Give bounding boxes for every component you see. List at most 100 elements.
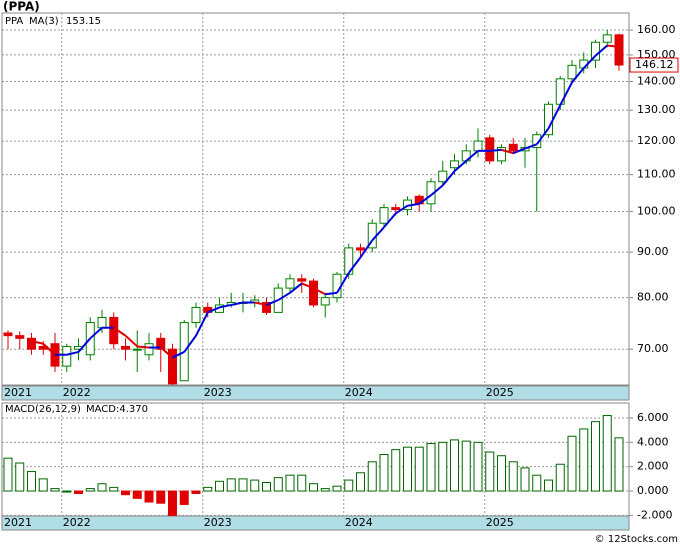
candle-body bbox=[567, 64, 577, 80]
macd-bar bbox=[132, 490, 142, 499]
ma-line bbox=[183, 335, 197, 353]
ma-line bbox=[231, 301, 244, 306]
ma-line bbox=[77, 337, 92, 353]
macd-bar bbox=[438, 441, 448, 492]
candle-body bbox=[132, 348, 142, 351]
macd-value: MACD:4.370 bbox=[86, 404, 148, 415]
candle-body bbox=[532, 134, 542, 149]
macd-bar bbox=[297, 474, 307, 492]
ma-line bbox=[524, 143, 538, 150]
legend-entry: MA(3) bbox=[29, 16, 59, 27]
macd-bar bbox=[520, 467, 530, 492]
macd-bar bbox=[238, 478, 248, 492]
candle-body bbox=[15, 335, 25, 339]
macd-bar bbox=[3, 457, 13, 492]
ma-line bbox=[66, 350, 79, 356]
x-tick-label: 2022 bbox=[63, 386, 91, 399]
candle-body bbox=[497, 147, 506, 162]
ma-line bbox=[266, 299, 279, 306]
macd-bar bbox=[168, 490, 177, 516]
macd-bar bbox=[602, 415, 612, 492]
macd-bar bbox=[567, 435, 577, 492]
macd-bar bbox=[320, 488, 330, 492]
x-tick-label: 2021 bbox=[4, 386, 32, 399]
macd-bar bbox=[27, 471, 36, 492]
date-band bbox=[1, 385, 630, 401]
ma-line bbox=[359, 239, 374, 258]
x-tick-label: 2025 bbox=[486, 386, 514, 399]
x-tick-label: 2022 bbox=[63, 516, 91, 529]
chart-title: (PPA) bbox=[3, 0, 40, 14]
candle-body bbox=[450, 160, 459, 169]
ma-line bbox=[441, 170, 456, 186]
candle-body bbox=[379, 207, 389, 224]
candle-body bbox=[391, 207, 401, 211]
y-tick-label: 80.00 bbox=[637, 291, 669, 304]
candle-body bbox=[191, 306, 201, 324]
ma-line bbox=[430, 184, 444, 196]
ma-line bbox=[31, 340, 44, 345]
ma-line bbox=[547, 104, 562, 129]
macd-bar bbox=[62, 490, 72, 493]
ma-line bbox=[113, 326, 127, 337]
macd-bar bbox=[379, 454, 389, 492]
macd-bar bbox=[273, 477, 283, 492]
macd-bar bbox=[97, 483, 107, 492]
ma-line bbox=[383, 212, 397, 228]
ma-line bbox=[207, 306, 220, 314]
ma-line bbox=[418, 194, 432, 205]
candle-body bbox=[285, 278, 295, 289]
y-tick-label: -2.000 bbox=[637, 508, 672, 521]
ma-line bbox=[160, 346, 174, 359]
macd-bar bbox=[403, 446, 412, 492]
ma-line bbox=[124, 334, 138, 348]
macd-bar bbox=[614, 437, 624, 492]
macd-bar bbox=[262, 482, 271, 492]
ma-line bbox=[583, 54, 597, 69]
macd-bar bbox=[414, 446, 424, 492]
macd-bar bbox=[485, 451, 495, 492]
ma-line bbox=[371, 226, 385, 241]
x-tick-label: 2021 bbox=[4, 516, 32, 529]
price-label: 146.12 bbox=[635, 58, 674, 71]
ma-line bbox=[219, 303, 232, 309]
candle-body bbox=[320, 297, 330, 306]
macd-bar bbox=[367, 461, 377, 492]
x-tick-label: 2024 bbox=[345, 386, 373, 399]
macd-bar bbox=[426, 443, 436, 492]
y-tick-label: 160.00 bbox=[637, 23, 676, 36]
ma-line bbox=[512, 147, 526, 155]
ma-line bbox=[313, 287, 326, 296]
candle-body bbox=[508, 143, 518, 152]
macd-bar bbox=[74, 490, 83, 494]
macd-bar bbox=[473, 441, 483, 492]
y-tick-label: 140.00 bbox=[637, 75, 676, 88]
ma-line bbox=[607, 44, 620, 48]
date-band bbox=[1, 515, 630, 531]
ma-line bbox=[137, 345, 150, 349]
macd-bar bbox=[461, 440, 471, 492]
candle-body bbox=[297, 278, 307, 282]
macd-bar bbox=[15, 462, 25, 492]
candle-body bbox=[262, 301, 271, 313]
macd-bar bbox=[332, 485, 342, 492]
candle-body bbox=[121, 345, 130, 350]
x-tick-label: 2023 bbox=[204, 386, 232, 399]
ma-line bbox=[465, 150, 479, 162]
macd-bar bbox=[579, 428, 589, 492]
ma-line bbox=[254, 301, 267, 306]
ma-line bbox=[347, 256, 362, 274]
macd-bar bbox=[50, 488, 60, 492]
macd-bar bbox=[215, 480, 224, 492]
ma-line bbox=[277, 291, 291, 301]
candle-body bbox=[156, 337, 166, 350]
y-tick-label: 120.00 bbox=[637, 134, 676, 147]
y-tick-label: 4.000 bbox=[637, 435, 669, 448]
macd-bar bbox=[391, 449, 401, 492]
price-box bbox=[629, 57, 679, 73]
y-tick-label: 130.00 bbox=[637, 103, 676, 116]
macd-bar bbox=[591, 421, 600, 492]
ma-line bbox=[535, 127, 550, 145]
candle-body bbox=[27, 337, 36, 350]
macd-bar bbox=[226, 478, 236, 492]
